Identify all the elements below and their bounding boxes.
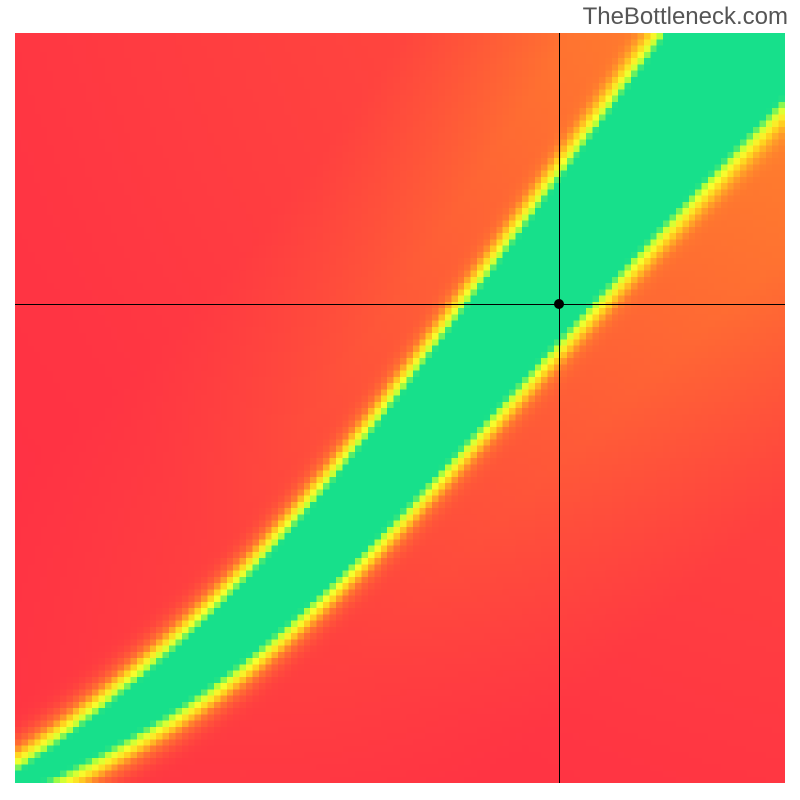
crosshair-marker [554,299,564,309]
crosshair-horizontal [15,304,785,305]
crosshair-vertical [559,33,560,783]
watermark-text: TheBottleneck.com [583,3,788,31]
heatmap-canvas [15,33,785,783]
chart-container: TheBottleneck.com [0,0,800,800]
heatmap-plot [15,33,785,783]
